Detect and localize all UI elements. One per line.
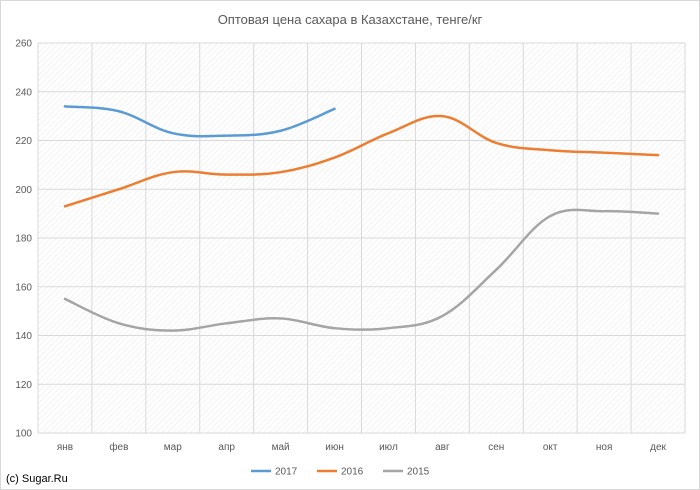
credit-text: (c) Sugar.Ru: [6, 473, 68, 485]
y-tick-label: 120: [15, 380, 32, 391]
legend-label-2017: 2017: [275, 467, 298, 478]
x-tick-label: сен: [488, 442, 504, 453]
x-tick-label: окт: [543, 442, 558, 453]
y-tick-label: 200: [15, 185, 32, 196]
x-tick-label: июн: [325, 442, 344, 453]
x-tick-label: дек: [650, 442, 666, 453]
y-tick-label: 240: [15, 87, 32, 98]
series-line-2017: [63, 105, 336, 138]
series-line-2016: [63, 114, 660, 208]
chart-title: Оптовая цена сахара в Казахстане, тенге/…: [218, 12, 483, 27]
y-tick-label: 140: [15, 331, 32, 342]
series-line-2015: [63, 208, 660, 332]
x-axis-ticks: янв фев мар апр май июн июл авг сен окт ноя дек: [57, 441, 667, 453]
x-tick-label: июл: [379, 442, 398, 453]
x-tick-label: янв: [57, 442, 73, 453]
legend: 2017 2016 2015: [251, 467, 430, 478]
x-tick-label: авг: [435, 442, 450, 453]
x-tick-label: ноя: [596, 442, 613, 453]
x-tick-label: май: [272, 442, 290, 453]
y-tick-label: 160: [15, 282, 32, 293]
legend-label-2016: 2016: [341, 467, 364, 478]
x-tick-label: апр: [218, 442, 235, 453]
series-lines: [63, 105, 660, 332]
y-axis-ticks: 100 120 140 160 180 200 220 240 260: [15, 39, 32, 440]
y-tick-label: 100: [15, 429, 32, 440]
y-tick-label: 220: [15, 136, 32, 147]
x-tick-label: фев: [109, 441, 128, 453]
y-tick-label: 260: [15, 39, 32, 50]
legend-label-2015: 2015: [407, 467, 430, 478]
x-tick-label: мар: [164, 442, 182, 453]
y-tick-label: 180: [15, 234, 32, 245]
